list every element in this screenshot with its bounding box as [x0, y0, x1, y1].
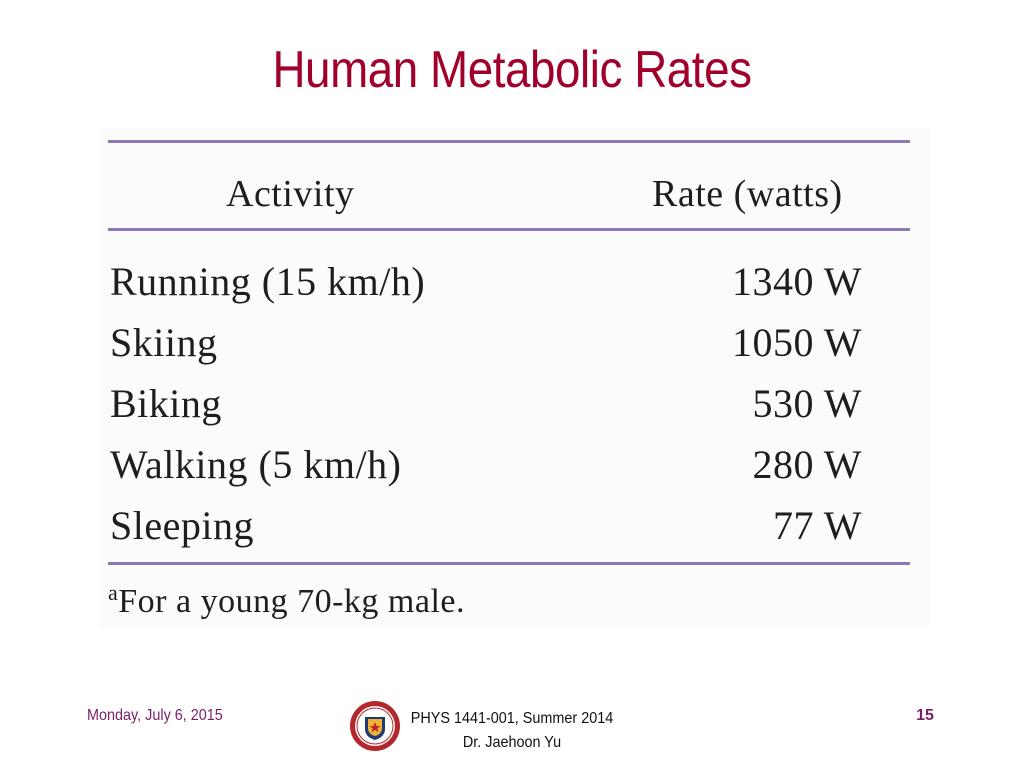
rate-cell: 1340 W [731, 259, 862, 304]
column-header-rate: Rate (watts) [652, 173, 843, 215]
table-header-rule [108, 228, 910, 231]
table-row: Skiing 1050 W [100, 319, 930, 379]
table-row: Biking 530 W [100, 380, 930, 440]
rate-cell: 280 W [752, 442, 862, 487]
rate-cell: 77 W [772, 503, 862, 548]
activity-cell: Sleeping [110, 503, 254, 548]
slide-page-number: 15 [916, 707, 934, 724]
footer-course-info: PHYS 1441-001, Summer 2014 Dr. Jaehoon Y… [398, 707, 627, 755]
rate-cell: 530 W [752, 381, 862, 426]
table-row: Sleeping 77 W [100, 502, 930, 562]
column-header-activity: Activity [226, 173, 355, 215]
slide-title: Human Metabolic Rates [272, 41, 752, 99]
table-row: Walking (5 km/h) 280 W [100, 441, 930, 501]
table-row: Running (15 km/h) 1340 W [100, 258, 930, 318]
table-bottom-rule [108, 562, 910, 565]
activity-cell: Biking [110, 381, 222, 426]
metabolic-rates-table: Activity Rate (watts) Running (15 km/h) … [100, 128, 930, 628]
university-seal-icon [350, 701, 400, 751]
table-top-rule [108, 140, 910, 143]
activity-cell: Running (15 km/h) [110, 259, 426, 304]
footer-date: Monday, July 6, 2015 [87, 707, 223, 724]
footer-instructor: Dr. Jaehoon Yu [462, 734, 562, 751]
table-footnote: aFor a young 70-kg male. [108, 580, 465, 621]
activity-cell: Walking (5 km/h) [110, 442, 402, 487]
footnote-text: For a young 70-kg male. [118, 583, 465, 620]
rate-cell: 1050 W [731, 320, 862, 365]
footnote-marker: a [108, 580, 119, 605]
footer-course-title: PHYS 1441-001, Summer 2014 [410, 710, 614, 727]
activity-cell: Skiing [110, 320, 218, 365]
